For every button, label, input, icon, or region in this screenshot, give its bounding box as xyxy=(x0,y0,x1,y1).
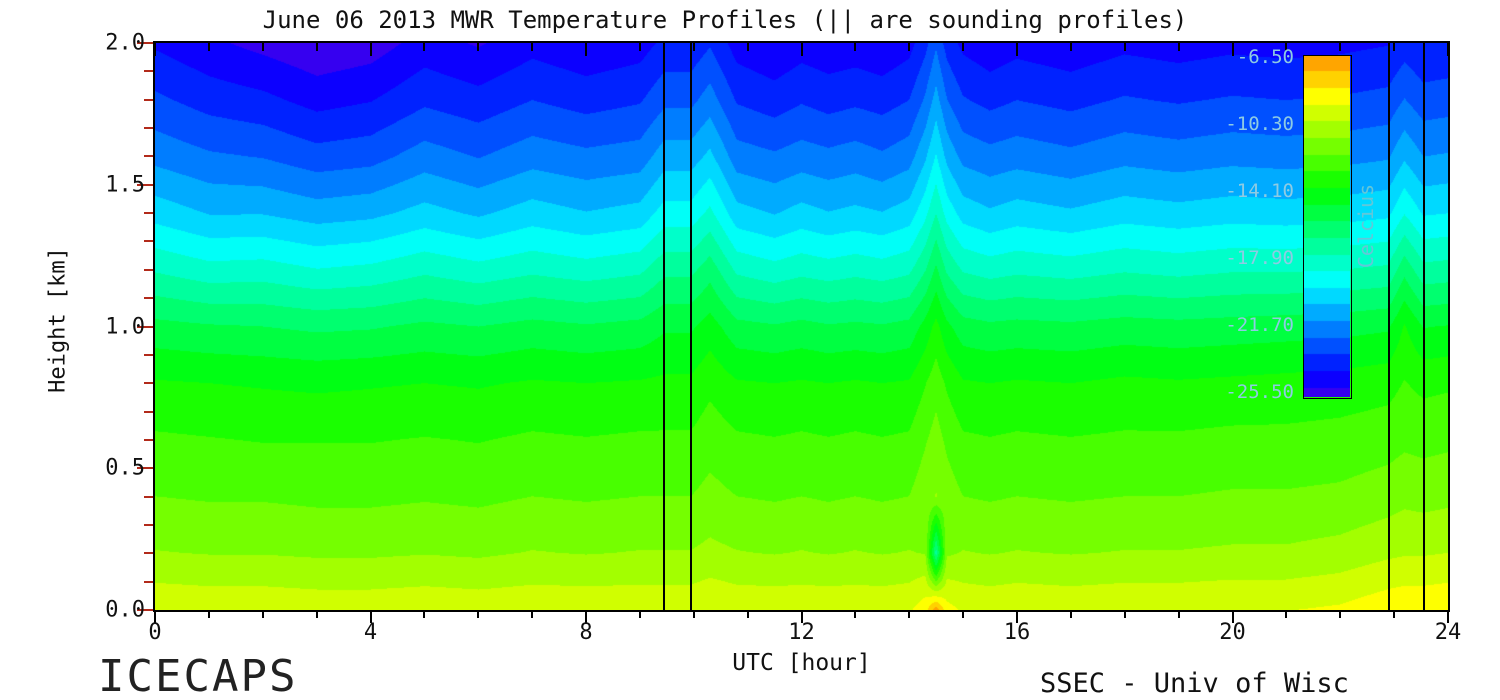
x-minor-tick xyxy=(423,610,426,618)
y-minor-tick xyxy=(144,240,153,243)
x-minor-tick xyxy=(531,610,534,618)
y-tick-label: 1.0 xyxy=(105,314,145,339)
y-minor-tick xyxy=(144,155,153,158)
x-tick-label: 12 xyxy=(788,620,815,645)
x-minor-tick xyxy=(908,610,911,618)
chart-title: June 06 2013 MWR Temperature Profiles (|… xyxy=(262,6,1188,34)
x-minor-tick xyxy=(854,610,857,618)
colorbar-tick-label: -6.50 xyxy=(1236,45,1294,68)
colorbar xyxy=(1304,56,1350,397)
y-minor-tick xyxy=(144,127,153,130)
x-minor-tick xyxy=(962,610,965,618)
y-minor-tick xyxy=(144,523,153,526)
y-minor-tick xyxy=(144,495,153,498)
y-minor-tick xyxy=(144,410,153,413)
x-tick-label: 20 xyxy=(1219,620,1246,645)
y-minor-tick xyxy=(144,70,153,73)
y-minor-tick xyxy=(144,98,153,101)
x-axis-title: UTC [hour] xyxy=(732,650,871,676)
colorbar-tick-label: -25.50 xyxy=(1225,380,1294,403)
project-label: ICECAPS xyxy=(98,651,298,700)
x-minor-tick xyxy=(477,610,480,618)
y-minor-tick xyxy=(144,438,153,441)
colorbar-tick-label: -10.30 xyxy=(1225,112,1294,135)
colorbar-tick-label: -14.10 xyxy=(1225,179,1294,202)
x-tick-label: 4 xyxy=(363,620,378,645)
x-minor-tick xyxy=(692,610,695,618)
x-tick-label: 16 xyxy=(1003,620,1031,645)
y-tick-label: 1.5 xyxy=(105,172,145,198)
y-tick-label: 0.0 xyxy=(105,597,145,623)
x-minor-tick xyxy=(638,610,641,618)
institution-label: SSEC - Univ of Wisc xyxy=(1040,668,1349,699)
x-minor-tick xyxy=(207,610,210,618)
x-tick-label: 8 xyxy=(579,620,593,645)
y-minor-tick xyxy=(144,297,153,300)
y-minor-tick xyxy=(144,552,153,555)
x-minor-tick xyxy=(1069,610,1072,618)
y-minor-tick xyxy=(144,268,153,271)
x-minor-tick xyxy=(1177,610,1180,618)
x-tick-label: 0 xyxy=(148,620,162,645)
y-tick-label: 2.0 xyxy=(105,30,145,56)
x-minor-tick xyxy=(746,610,749,618)
x-minor-tick xyxy=(1123,610,1126,618)
x-minor-tick xyxy=(315,610,318,618)
y-minor-tick xyxy=(144,212,153,215)
x-minor-tick xyxy=(1285,610,1288,618)
x-tick-label: 24 xyxy=(1434,620,1462,645)
x-minor-tick xyxy=(261,610,264,618)
colorbar-tick-label: -21.70 xyxy=(1225,313,1294,336)
y-tick-label: 0.5 xyxy=(105,455,145,481)
y-minor-tick xyxy=(144,353,153,356)
y-minor-tick xyxy=(144,580,153,583)
x-minor-tick xyxy=(1393,610,1396,618)
y-minor-tick xyxy=(144,382,153,385)
x-minor-tick xyxy=(1339,610,1342,618)
temperature-heatmap xyxy=(155,43,1448,610)
y-axis-title: Height [km] xyxy=(45,247,71,393)
colorbar-tick-label: -17.90 xyxy=(1225,246,1294,269)
colorbar-title: Celcius xyxy=(1354,183,1378,269)
